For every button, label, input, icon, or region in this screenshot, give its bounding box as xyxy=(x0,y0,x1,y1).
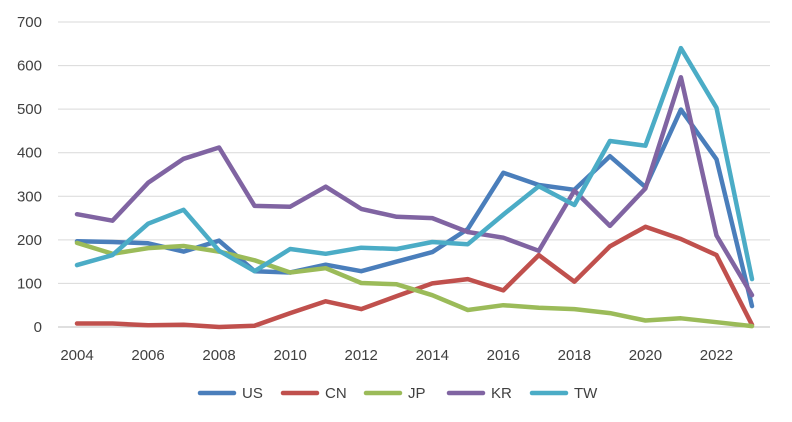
y-tick-label: 0 xyxy=(34,319,42,336)
y-tick-label: 100 xyxy=(17,275,42,292)
legend-label-kr: KR xyxy=(491,385,512,402)
y-tick-label: 500 xyxy=(17,101,42,118)
y-axis-tick-labels: 0 100 200 300 400 500 600 700 xyxy=(17,14,42,336)
gridlines xyxy=(58,21,770,284)
legend: US CN JP KR TW xyxy=(197,385,598,402)
x-tick-label: 2012 xyxy=(345,347,378,364)
x-tick-label: 2010 xyxy=(273,347,306,364)
x-tick-label: 2016 xyxy=(487,347,520,364)
legend-label-tw: TW xyxy=(574,385,598,402)
x-tick-label: 2014 xyxy=(416,347,449,364)
x-tick-label: 2004 xyxy=(60,347,93,364)
y-tick-label: 700 xyxy=(17,14,42,31)
x-tick-label: 2006 xyxy=(131,347,164,364)
series-line-cn xyxy=(74,224,755,330)
series-line-tw xyxy=(74,45,755,282)
series-line-us xyxy=(74,107,755,309)
y-tick-label: 600 xyxy=(17,58,42,75)
legend-label-cn: CN xyxy=(325,385,347,402)
legend-label-jp: JP xyxy=(408,385,426,402)
x-tick-label: 2008 xyxy=(202,347,235,364)
series-line-kr xyxy=(74,75,755,298)
x-axis-tick-labels: 2004 2006 2008 2010 2012 2014 2016 2018 2020 2022 xyxy=(60,347,733,364)
y-tick-label: 200 xyxy=(17,232,42,249)
y-tick-label: 300 xyxy=(17,188,42,205)
y-tick-label: 400 xyxy=(17,145,42,162)
series-line-jp xyxy=(74,240,755,329)
x-tick-label: 2020 xyxy=(629,347,662,364)
legend-label-us: US xyxy=(242,385,263,402)
x-tick-label: 2018 xyxy=(558,347,591,364)
series-lines xyxy=(74,45,755,330)
x-tick-label: 2022 xyxy=(700,347,733,364)
